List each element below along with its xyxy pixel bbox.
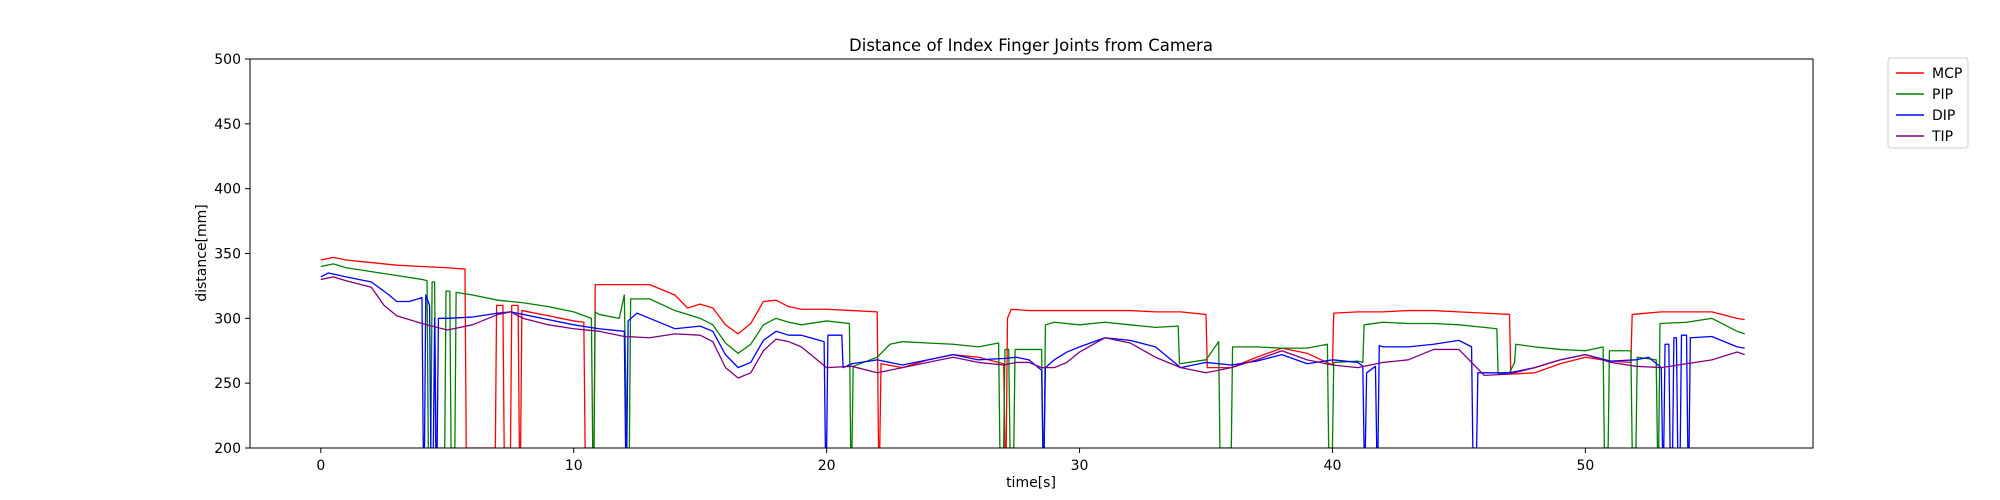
x-tick-label: 40 bbox=[1324, 458, 1342, 474]
chart-title: Distance of Index Finger Joints from Cam… bbox=[849, 36, 1213, 55]
y-tick-label: 350 bbox=[214, 247, 241, 263]
y-tick-label: 300 bbox=[214, 311, 241, 327]
legend-label-dip: DIP bbox=[1932, 108, 1955, 124]
y-tick-label: 500 bbox=[214, 52, 241, 68]
legend-label-pip: PIP bbox=[1932, 87, 1953, 103]
series-line-dip bbox=[320, 272, 1745, 448]
y-tick-label: 250 bbox=[214, 376, 241, 392]
y-tick-label: 400 bbox=[214, 182, 241, 198]
x-tick-label: 30 bbox=[1071, 458, 1089, 474]
y-tick-label: 200 bbox=[214, 441, 241, 457]
x-axis-label: time[s] bbox=[1006, 475, 1056, 491]
series-line-pip bbox=[320, 263, 1745, 448]
legend: MCP PIP DIP TIP bbox=[1887, 57, 1969, 149]
legend-box bbox=[1887, 57, 1969, 149]
x-tick-label: 10 bbox=[565, 458, 583, 474]
x-axis: 0 10 20 30 40 50 bbox=[316, 448, 1594, 474]
x-tick-label: 20 bbox=[818, 458, 836, 474]
legend-label-tip: TIP bbox=[1931, 129, 1953, 145]
y-tick-label: 450 bbox=[214, 117, 241, 133]
series-line-mcp bbox=[320, 256, 1745, 448]
x-tick-label: 0 bbox=[316, 458, 325, 474]
x-tick-label: 50 bbox=[1576, 458, 1594, 474]
y-axis-label: distance[mm] bbox=[194, 204, 210, 302]
y-axis: 200 250 300 350 400 450 500 bbox=[214, 52, 250, 457]
legend-label-mcp: MCP bbox=[1932, 66, 1962, 82]
series-line-tip bbox=[320, 276, 1745, 379]
